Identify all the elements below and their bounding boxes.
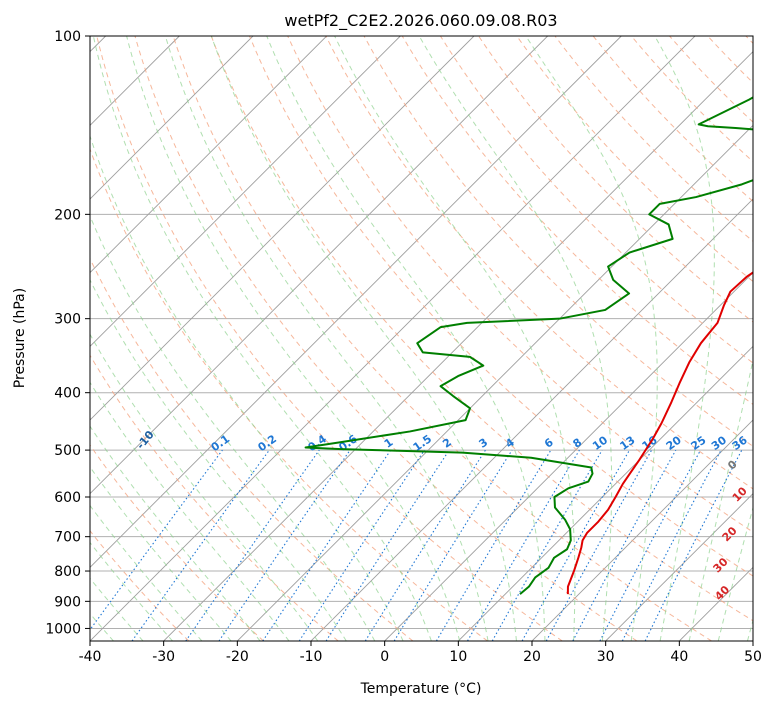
isotherm-line xyxy=(237,124,753,641)
isotherm-line xyxy=(605,493,753,641)
dry-adiabat-line xyxy=(439,36,753,364)
x-tick-label: 0 xyxy=(380,649,389,665)
moist-adiabat-line xyxy=(654,36,715,641)
plot-frame xyxy=(89,35,754,642)
temperature-profile xyxy=(566,271,753,595)
isotherm-line xyxy=(90,36,548,495)
dry-adiabat-line xyxy=(90,257,414,641)
mixing-ratio-line xyxy=(218,449,351,641)
moist-adiabat-line xyxy=(90,134,404,641)
isotherm-line xyxy=(458,345,753,641)
x-tick-label: 40 xyxy=(670,649,688,665)
moist-adiabat-line xyxy=(90,504,203,641)
y-axis: 1000 900 800 700 600 500 400 300 200 100 xyxy=(45,29,90,637)
y-tick-label: 500 xyxy=(54,443,81,459)
moist-adiabat-line xyxy=(90,541,173,641)
moist-adiabat-line xyxy=(90,577,144,641)
y-tick-label: 1000 xyxy=(45,621,81,637)
mixing-ratio-line xyxy=(521,449,630,641)
dry-adiabat-line xyxy=(249,36,753,577)
x-axis-title: Temperature (°C) xyxy=(360,681,482,697)
isotherm-line xyxy=(90,36,254,200)
mixing-ratio-line xyxy=(131,449,270,641)
grid-lines xyxy=(90,36,753,641)
y-tick-label: 300 xyxy=(54,312,81,328)
moist-adiabat-line xyxy=(92,36,432,641)
mixing-ratio-line xyxy=(572,449,677,641)
x-tick-label: 50 xyxy=(744,649,762,665)
isotherm-line xyxy=(90,36,327,274)
chart-title: wetPf2_C2E2.2026.060.09.08.R03 xyxy=(284,11,557,31)
mixing-ratio-line xyxy=(262,449,392,641)
isotherm-line xyxy=(90,36,475,421)
mixing-ratio-line xyxy=(393,449,513,641)
x-tick-label: -40 xyxy=(79,649,102,665)
y-tick-label: 600 xyxy=(54,490,81,506)
dry-adiabat-line xyxy=(172,36,712,641)
moist-adiabat-line xyxy=(334,36,576,641)
x-tick-label: -20 xyxy=(226,649,249,665)
isotherm-line xyxy=(310,198,753,641)
isotherm-line xyxy=(163,51,753,641)
dry-adiabat-line xyxy=(401,36,753,405)
x-tick-label: -10 xyxy=(300,649,323,665)
mixing-ratio-line xyxy=(185,449,320,641)
dry-adiabat-line xyxy=(90,444,264,641)
x-axis: -40 -30 -20 -10 0 10 20 30 40 50 xyxy=(79,641,762,665)
dewpoint-profile xyxy=(304,96,753,595)
y-tick-label: 700 xyxy=(54,530,81,546)
moist-adiabat-line xyxy=(266,36,546,641)
y-axis-title: Pressure (hPa) xyxy=(12,288,28,388)
moist-adiabat-line xyxy=(126,36,461,641)
y-tick-label: 100 xyxy=(54,29,81,45)
mixing-ratio-line xyxy=(298,449,425,641)
moist-adiabat-line xyxy=(90,214,376,641)
moist-adiabat-line xyxy=(164,36,489,641)
x-tick-label: 10 xyxy=(449,649,467,665)
isotherm-line xyxy=(384,272,753,641)
moist-adiabat-line xyxy=(90,466,232,641)
y-tick-label: 900 xyxy=(54,594,81,610)
mixing-ratio-line xyxy=(545,449,653,641)
mixing-ratio-line xyxy=(325,449,450,641)
mixing-ratio-line xyxy=(644,449,743,641)
moist-adiabat-line xyxy=(210,36,517,641)
y-tick-label: 800 xyxy=(54,564,81,580)
dry-adiabat-line xyxy=(90,530,190,641)
dry-adiabat-line xyxy=(96,36,563,641)
moist-adiabat-line xyxy=(90,381,290,641)
x-tick-label: 20 xyxy=(523,649,541,665)
isotherm-line xyxy=(90,36,622,568)
dry-adiabat-line xyxy=(287,36,753,533)
dry-adiabat-line xyxy=(90,354,339,641)
plot-area xyxy=(90,36,753,641)
dry-adiabat-line xyxy=(90,147,488,641)
isotherm-line xyxy=(90,36,401,347)
profile-series xyxy=(304,96,753,595)
dry-adiabat-line xyxy=(516,36,753,283)
isotherm-line xyxy=(531,419,753,641)
isotherm-line xyxy=(90,36,696,641)
moist-adiabat-line xyxy=(525,36,658,641)
mixing-ratio-line xyxy=(90,449,223,631)
moist-adiabat-line xyxy=(418,36,613,641)
x-tick-label: -30 xyxy=(152,649,175,665)
isotherm-line xyxy=(752,640,753,641)
moist-adiabat-line xyxy=(90,333,319,641)
y-tick-label: 200 xyxy=(54,207,81,223)
y-tick-label: 400 xyxy=(54,386,81,402)
moist-adiabat-line xyxy=(90,425,261,641)
x-tick-label: 30 xyxy=(597,649,615,665)
dry-adiabat-line xyxy=(210,36,753,622)
thermodynamic-background xyxy=(90,36,753,641)
